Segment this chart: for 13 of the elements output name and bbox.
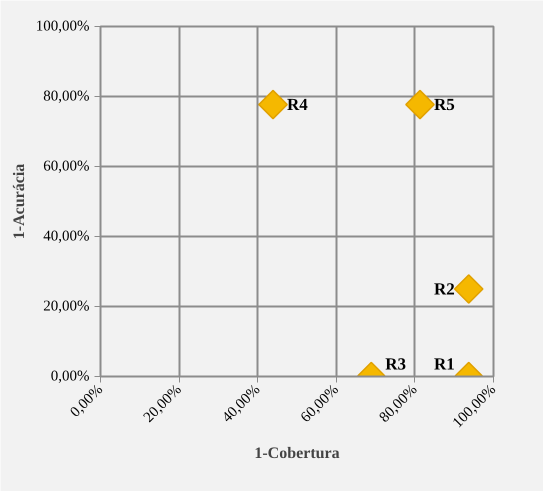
annotation: R2 xyxy=(434,280,455,298)
annotation: R5 xyxy=(434,95,455,114)
y-tick-label: 80,00% xyxy=(43,88,90,104)
y-tick-label: 0,00% xyxy=(50,368,90,384)
y-tick-label: 100,00% xyxy=(36,18,90,34)
annotation: R4 xyxy=(287,95,308,114)
y-tick-label: 60,00% xyxy=(43,158,90,174)
y-tick-label: 40,00% xyxy=(43,228,90,244)
annotation: R3 xyxy=(385,354,406,374)
y-tick-label: 20,00% xyxy=(43,298,90,314)
annotation: R1 xyxy=(434,354,455,374)
y-axis-title: 1-Acurácia xyxy=(10,164,28,240)
x-axis-title: 1-Cobertura xyxy=(254,444,340,462)
